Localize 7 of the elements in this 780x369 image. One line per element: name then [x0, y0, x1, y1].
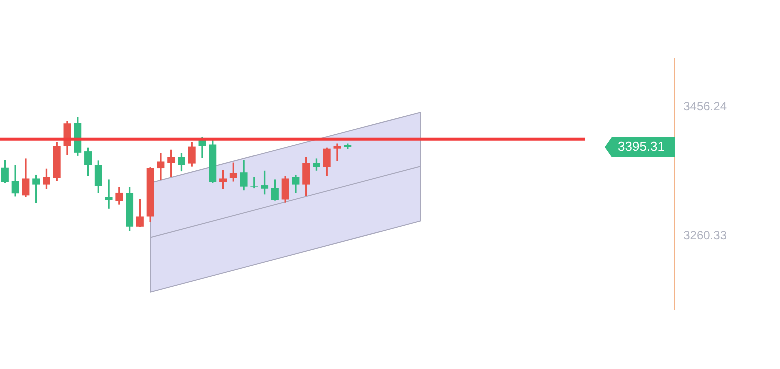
y-tick-label: 3260.33 — [684, 228, 728, 243]
y-tick-label: 3456.24 — [684, 100, 728, 114]
candlestick — [334, 144, 342, 162]
candlestick — [250, 177, 258, 189]
candlestick — [157, 153, 165, 180]
annotation: 3395.31 — [618, 138, 666, 154]
candlestick — [105, 180, 113, 209]
